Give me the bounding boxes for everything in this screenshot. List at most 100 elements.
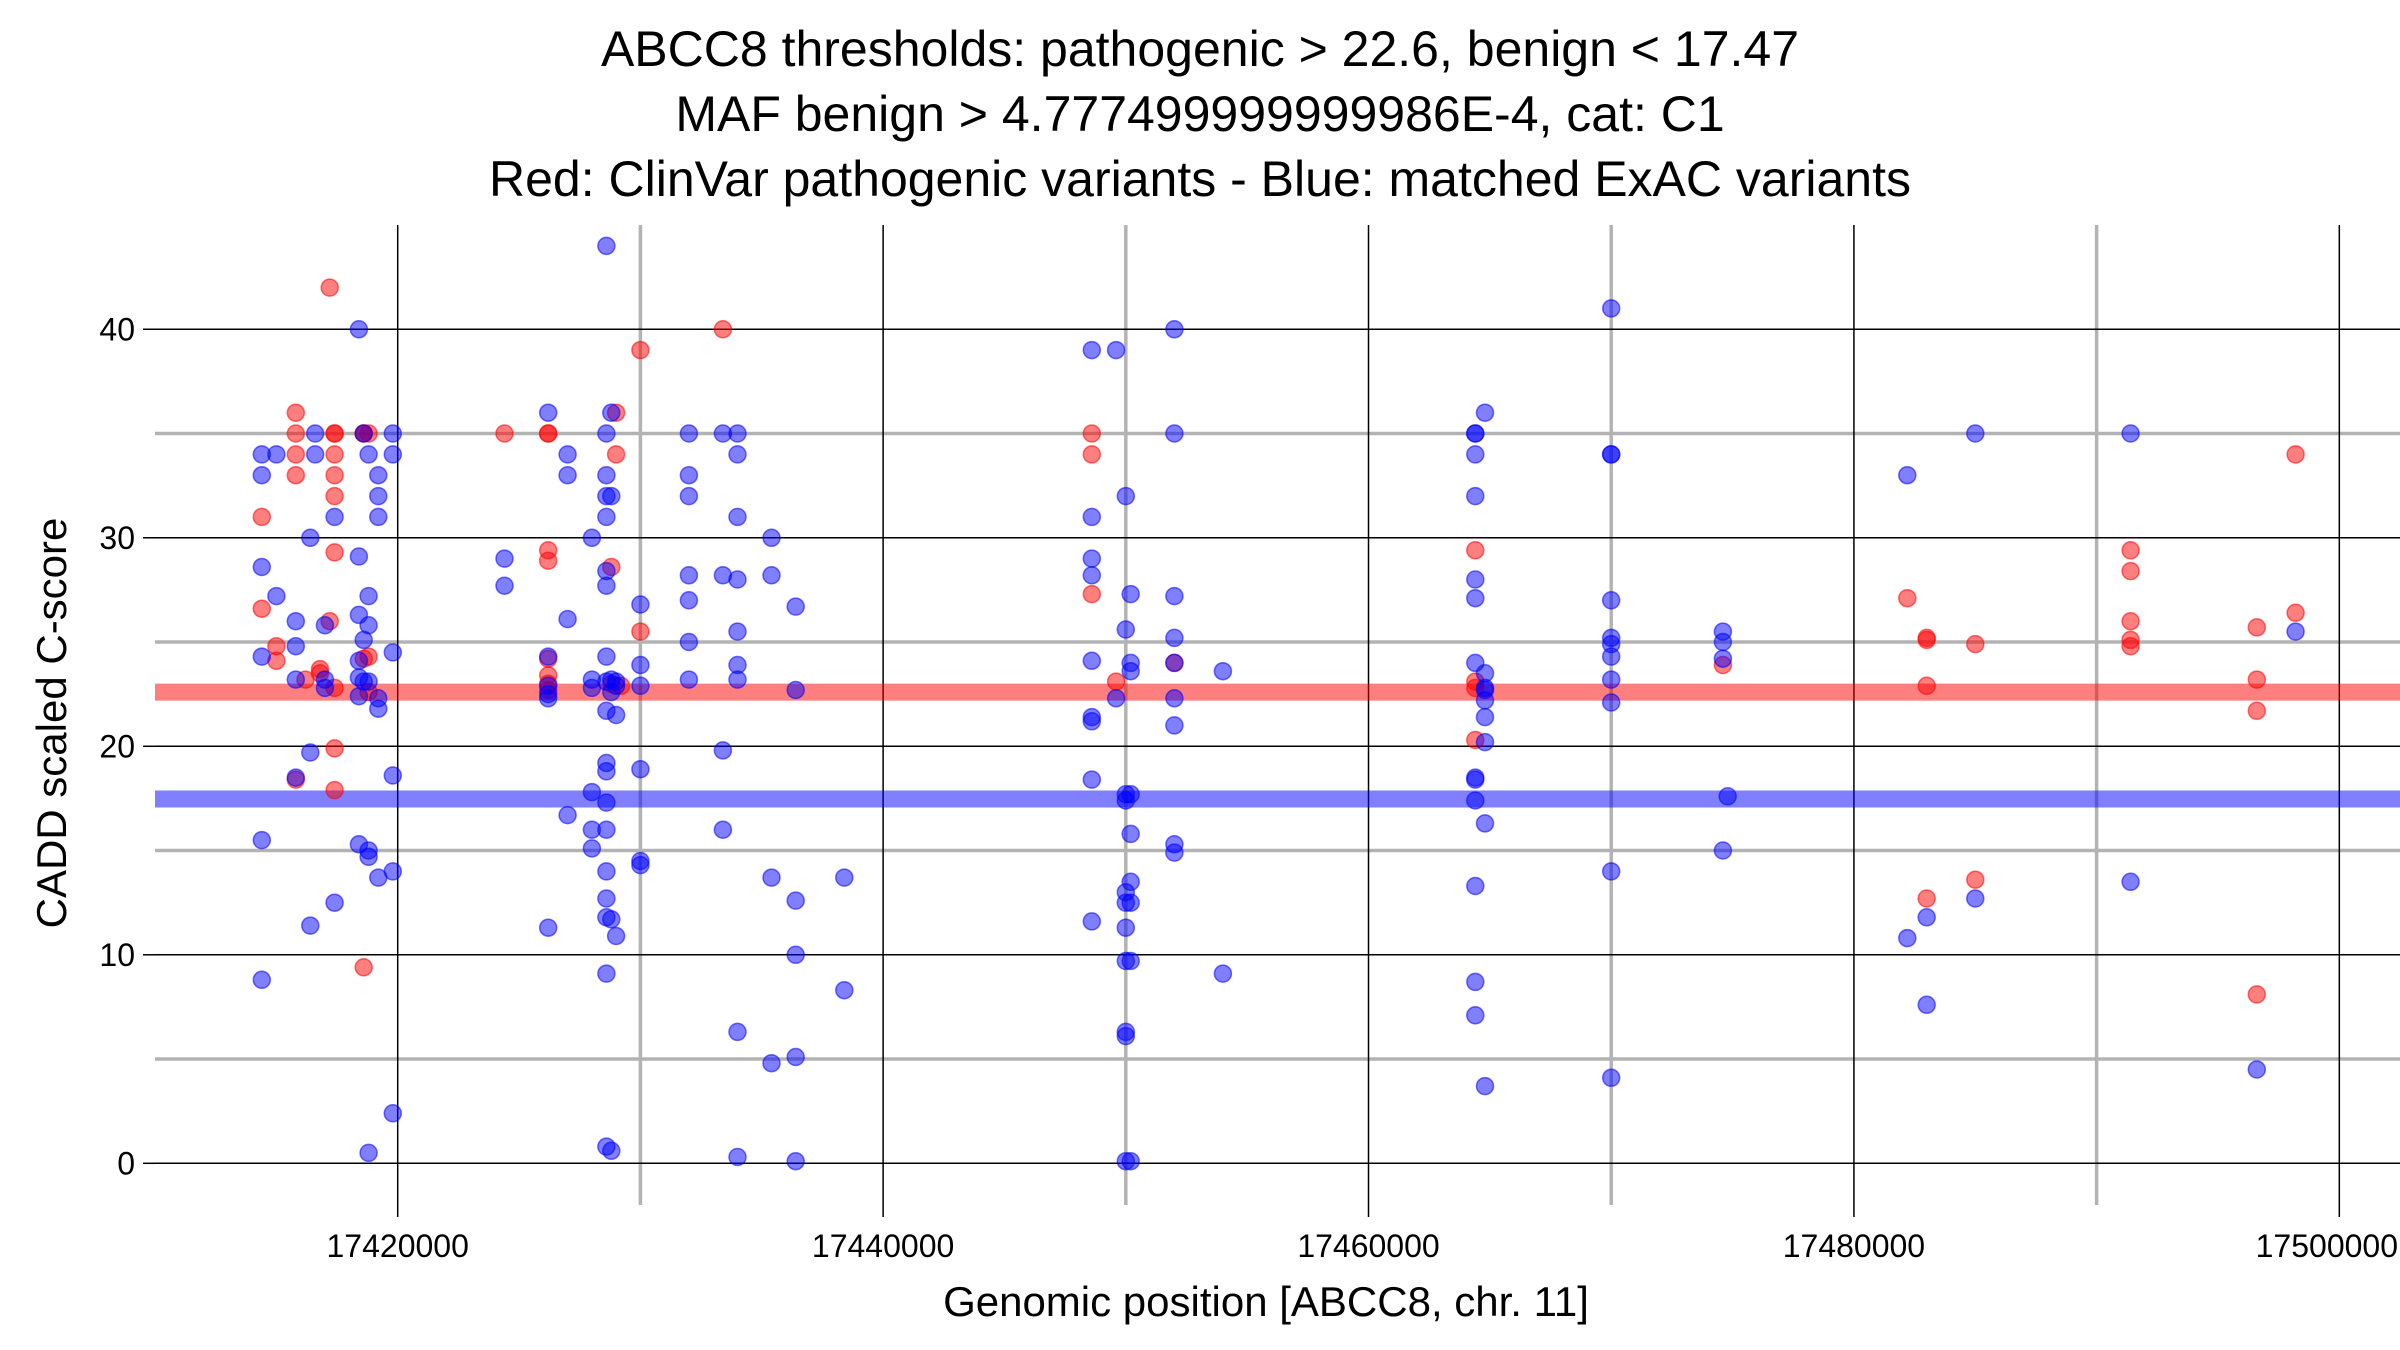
pathogenic-variant-point <box>286 445 306 464</box>
exac-variant-point <box>252 557 272 577</box>
exac-variant-point <box>1116 1026 1136 1046</box>
exac-variant-point <box>301 916 320 935</box>
exac-variant-point <box>383 1104 403 1123</box>
exac-variant-point <box>1601 670 1621 689</box>
exac-variant-point <box>631 655 650 675</box>
exac-variant-point <box>1082 566 1102 585</box>
exac-variant-point <box>1601 445 1621 464</box>
exac-variant-point <box>597 862 616 881</box>
pathogenic-variant-point <box>631 340 650 360</box>
exac-variant-point <box>359 586 378 606</box>
pathogenic-variant-point <box>2247 701 2267 721</box>
exac-variant-point <box>315 678 335 698</box>
exac-variant-point <box>1165 689 1184 708</box>
pathogenic-variant-point <box>1966 870 1985 889</box>
exac-variant-point <box>762 566 781 585</box>
pathogenic-variant-point <box>606 445 626 464</box>
exac-variant-point <box>1917 908 1936 927</box>
exac-variant-point <box>1121 951 1140 971</box>
exac-variant-point <box>1466 972 1485 992</box>
exac-variant-point <box>762 868 781 887</box>
exac-variant-point <box>359 1143 378 1163</box>
exac-variant-point <box>728 1022 747 1042</box>
exac-variant-point <box>558 445 577 464</box>
exac-variant-point <box>1475 691 1495 710</box>
exac-variant-point <box>582 839 602 858</box>
exac-variant-point <box>786 1047 805 1067</box>
pathogenic-variant-point <box>320 278 339 297</box>
exac-variant-point <box>597 507 616 527</box>
exac-variant-point <box>728 445 747 464</box>
exac-variant-point <box>1601 591 1621 610</box>
pathogenic-variant-point <box>1106 672 1126 691</box>
exac-variant-point <box>713 741 733 760</box>
exac-variant-point <box>786 680 805 700</box>
exac-variant-point <box>1165 628 1184 648</box>
exac-variant-point <box>1165 424 1184 443</box>
pathogenic-variant-point <box>325 486 344 506</box>
pathogenic-variant-point <box>538 551 558 570</box>
exac-variant-point <box>728 507 747 527</box>
exac-variant-point <box>369 699 388 718</box>
exac-variant-point <box>252 970 272 990</box>
exac-variant-point <box>597 465 616 485</box>
exac-variant-point <box>1898 928 1917 948</box>
exac-variant-point <box>1601 693 1621 712</box>
exac-variant-point <box>1116 486 1136 506</box>
exac-variant-point <box>679 591 699 610</box>
exac-variant-point <box>383 424 403 443</box>
exac-variant-point <box>315 616 335 635</box>
y-tick-label: 30 <box>99 520 135 556</box>
y-tick-label: 0 <box>117 1145 135 1181</box>
title-line-2: MAF benign > 4.777499999999986E-4, cat: … <box>675 86 1724 142</box>
y-tick-label: 20 <box>99 728 135 764</box>
exac-variant-point <box>679 632 699 652</box>
exac-variant-point <box>835 980 854 1000</box>
exac-variant-point <box>1466 486 1485 506</box>
exac-variant-point <box>558 465 577 485</box>
exac-variant-point <box>1475 707 1495 727</box>
exac-variant-point <box>713 820 733 839</box>
exac-variant-point <box>728 1147 747 1167</box>
exac-variant-point <box>1966 424 1985 443</box>
pathogenic-variant-point <box>1082 584 1102 604</box>
clinvar-pathogenic-series <box>252 278 2305 1004</box>
exac-variant-point <box>1106 340 1126 360</box>
exac-variant-point <box>1165 843 1184 862</box>
exac-variant-point <box>728 570 747 589</box>
pathogenic-variant-point <box>286 424 306 443</box>
exac-variant-point <box>1475 1076 1495 1096</box>
exac-variant-point <box>2121 424 2140 443</box>
exac-variant-point <box>1213 964 1233 983</box>
exac-variant-point <box>1121 872 1140 892</box>
exac-variant-point <box>606 705 626 725</box>
pathogenic-variant-point <box>325 445 344 464</box>
exac-variant-point <box>728 670 747 689</box>
exac-variant-point <box>325 507 344 527</box>
exac-variant-point <box>286 768 306 787</box>
exac-variant-point <box>1601 647 1621 666</box>
chart-title: ABCC8 thresholds: pathogenic > 22.6, ben… <box>489 21 1911 207</box>
exac-variant-point <box>597 889 616 908</box>
pathogenic-variant-point <box>2121 611 2140 631</box>
exac-variant-point <box>1121 893 1140 912</box>
exac-variant-point <box>679 486 699 506</box>
pathogenic-variant-point <box>631 622 650 641</box>
exac-variant-point <box>383 445 403 464</box>
pathogenic-variant-point <box>286 465 306 485</box>
exac-variant-point <box>597 964 616 983</box>
exac-variant-point <box>1466 588 1485 608</box>
x-tick-label: 17500000 <box>2256 1228 2398 1264</box>
exac-variant-point <box>1475 403 1495 422</box>
exac-variant-point <box>1466 1006 1485 1025</box>
exac-variant-point <box>1966 889 1985 908</box>
exac-variant-point <box>495 576 514 595</box>
exac-variant-point <box>786 891 805 910</box>
y-tick-label: 10 <box>99 937 135 973</box>
exac-variant-point <box>582 528 602 548</box>
exac-variant-point <box>1106 689 1126 708</box>
exac-variant-point <box>786 945 805 965</box>
exac-variant-point <box>252 830 272 850</box>
title-line-1: ABCC8 thresholds: pathogenic > 22.6, ben… <box>601 21 1799 77</box>
